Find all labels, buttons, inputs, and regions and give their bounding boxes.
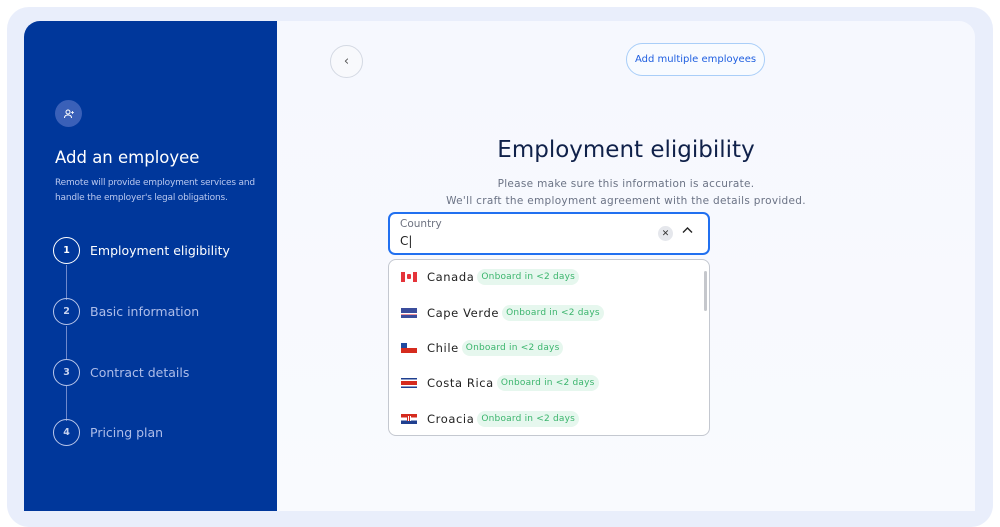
onboard-badge: Onboard in <2 days [477,411,580,427]
dropdown-scrollbar[interactable] [704,271,707,311]
sidebar: Add an employee Remote will provide empl… [24,21,277,511]
step-basic-information[interactable]: 2 Basic information [53,298,199,325]
country-label: Country [400,218,442,230]
chile-flag-icon [401,343,417,353]
step-number: 2 [53,298,80,325]
option-costa-rica[interactable]: Costa Rica Onboard in <2 days [401,373,599,393]
back-button[interactable]: ‹ [330,45,363,78]
option-name: Croacia [427,412,475,426]
step-label: Basic information [90,304,200,319]
user-plus-icon [55,100,82,127]
onboard-badge: Onboard in <2 days [502,305,604,321]
step-connector [66,265,67,300]
option-name: Cape Verde [427,306,500,320]
step-connector [66,386,67,421]
step-label: Pricing plan [90,425,164,440]
option-name: Chile [427,341,459,355]
country-input[interactable]: Country C| ✕ [388,212,710,255]
add-multiple-employees-button[interactable]: Add multiple employees [626,43,765,76]
option-name: Costa Rica [427,376,494,390]
onboard-badge: Onboard in <2 days [461,340,564,356]
costa-rica-flag-icon [401,378,417,388]
subtitle-line: Please make sure this information is acc… [497,178,755,190]
canada-flag-icon [401,272,417,282]
step-contract-details[interactable]: 3 Contract details [53,359,189,386]
clear-icon[interactable]: ✕ [658,226,673,241]
step-label: Employment eligibility [90,243,230,258]
step-number: 4 [53,419,80,446]
onboard-badge: Onboard in <2 days [477,269,580,285]
page-title: Employment eligibility [497,137,755,163]
option-cape-verde[interactable]: Cape Verde Onboard in <2 days [401,303,604,323]
step-number: 1 [53,237,80,264]
step-pricing-plan[interactable]: 4 Pricing plan [53,419,163,446]
chevron-up-icon[interactable] [682,223,693,238]
onboard-badge: Onboard in <2 days [496,375,599,391]
option-name: Canada [427,270,475,284]
step-employment-eligibility[interactable]: 1 Employment eligibility [53,237,230,264]
country-value: C| [400,234,413,248]
page-subtitle: Please make sure this information is acc… [277,176,975,210]
country-dropdown: Canada Onboard in <2 days Cape Verde Onboa… [388,259,710,436]
option-croacia[interactable]: Croacia Onboard in <2 days [401,409,580,429]
subtitle-line: We'll craft the employment agreement wit… [446,195,806,207]
step-label: Contract details [90,365,190,380]
sidebar-title: Add an employee [55,148,200,167]
cape-verde-flag-icon [401,308,417,318]
croatia-flag-icon [401,414,417,424]
option-canada[interactable]: Canada Onboard in <2 days [401,267,580,287]
chevron-left-icon: ‹ [343,54,350,69]
step-number: 3 [53,359,80,386]
sidebar-description: Remote will provide employment services … [55,178,255,203]
option-chile[interactable]: Chile Onboard in <2 days [401,338,564,358]
step-connector [66,326,67,360]
main-content: ‹ Add multiple employees Employment elig… [277,21,975,511]
